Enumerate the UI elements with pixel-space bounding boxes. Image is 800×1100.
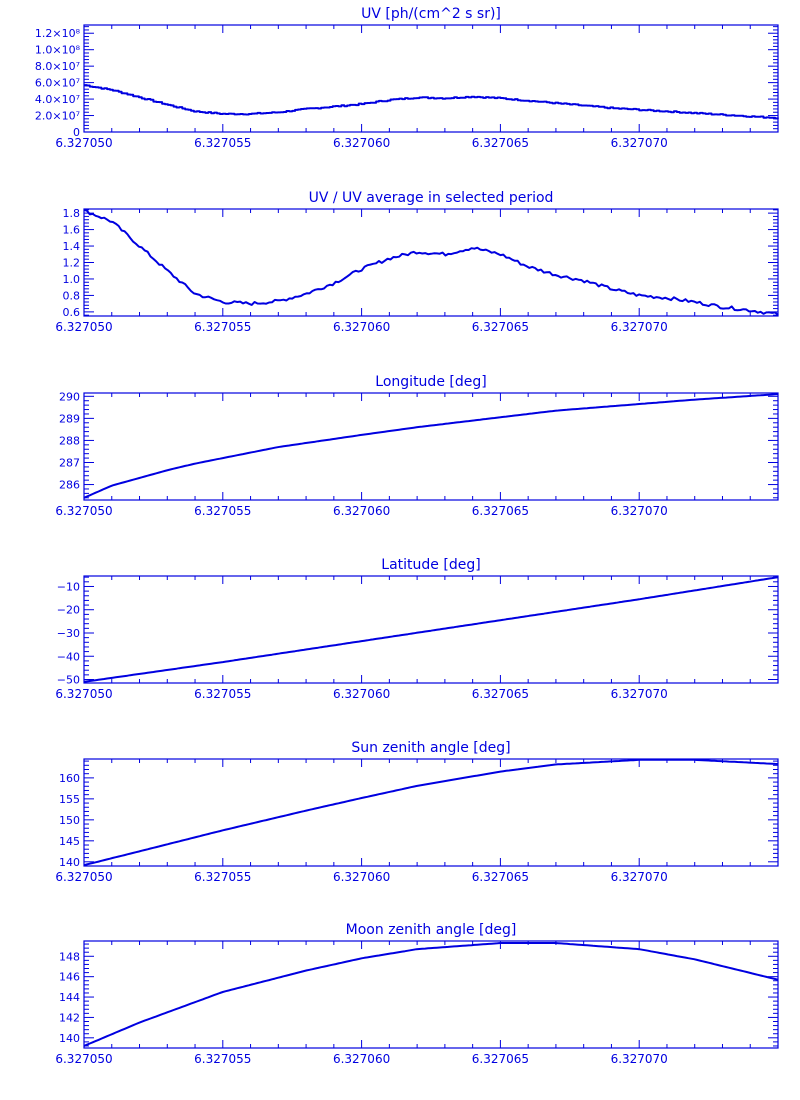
chart-title: Moon zenith angle [deg] xyxy=(346,922,517,938)
x-tick-label: 6.327060 xyxy=(333,136,390,150)
x-tick-label: 6.327055 xyxy=(194,504,251,518)
series-line xyxy=(83,942,779,1047)
x-tick-label: 6.327055 xyxy=(194,687,251,701)
y-tick-label: 144 xyxy=(59,991,80,1004)
x-tick-label: 6.327065 xyxy=(472,1052,529,1066)
y-tick-label: 150 xyxy=(59,814,80,827)
y-tick-label: 142 xyxy=(59,1011,80,1024)
y-tick-label: 1.8 xyxy=(63,207,81,220)
x-tick-label: 6.327070 xyxy=(611,1052,668,1066)
y-tick-label: 0 xyxy=(73,126,80,139)
y-tick-label: 289 xyxy=(59,412,80,425)
chart-title: Sun zenith angle [deg] xyxy=(351,740,510,756)
y-tick-label: 1.0 xyxy=(63,273,81,286)
y-tick-label: 8.0×10⁷ xyxy=(35,60,80,73)
panel-2: UV / UV average in selected period 6.3270… xyxy=(55,190,779,334)
panel-1: UV [ph/(cm^2 s sr)] 6.327050 6.327055 6.327… xyxy=(35,6,779,150)
y-tick-label: 0.8 xyxy=(63,289,81,302)
plot-frame xyxy=(83,24,779,133)
y-tick-label: 1.4 xyxy=(63,240,81,253)
series-line xyxy=(84,84,779,120)
x-tick-label: 6.327050 xyxy=(55,870,112,884)
chart-title: UV / UV average in selected period xyxy=(309,190,554,206)
x-tick-label: 6.327070 xyxy=(611,136,668,150)
x-tick-label: 6.327060 xyxy=(333,1052,390,1066)
x-tick-label: 6.327060 xyxy=(333,687,390,701)
panel-6: Moon zenith angle [deg] 6.327050 6.327055 6… xyxy=(55,922,779,1066)
series-line xyxy=(83,758,779,867)
plot-frame xyxy=(83,940,779,1049)
chart-title: Latitude [deg] xyxy=(381,557,480,573)
y-tick-label: 287 xyxy=(59,456,80,469)
plot-frame xyxy=(83,575,779,684)
x-tick-label: 6.327070 xyxy=(611,320,668,334)
x-tick-label: 6.327065 xyxy=(472,504,529,518)
y-tick-label: 145 xyxy=(59,835,80,848)
series-line xyxy=(83,208,779,316)
y-tick-label: 1.2 xyxy=(63,257,81,270)
chart-title: Longitude [deg] xyxy=(375,374,486,390)
y-tick-label: 155 xyxy=(59,793,80,806)
x-tick-label: 6.327050 xyxy=(55,504,112,518)
chart-title: UV [ph/(cm^2 s sr)] xyxy=(361,6,501,22)
panel-3: Longitude [deg] 6.327050 6.327055 6.327060 6… xyxy=(55,374,779,518)
x-tick-label: 6.327070 xyxy=(611,870,668,884)
y-tick-label: 1.0×10⁸ xyxy=(35,44,81,57)
series-line xyxy=(83,576,779,683)
y-tick-label: 288 xyxy=(59,434,80,447)
y-tick-label: −40 xyxy=(57,650,80,663)
y-tick-label: 1.2×10⁸ xyxy=(35,27,81,40)
y-tick-label: 286 xyxy=(59,479,80,492)
x-tick-label: 6.327065 xyxy=(472,870,529,884)
panel-4: Latitude [deg] 6.327050 6.327055 6.327060 6.… xyxy=(55,557,779,701)
y-tick-label: −30 xyxy=(57,627,80,640)
panel-5: Sun zenith angle [deg] 6.327050 6.327055 6.… xyxy=(55,740,779,884)
x-tick-label: 6.327065 xyxy=(472,136,529,150)
y-tick-label: 1.6 xyxy=(63,224,81,237)
x-tick-label: 6.327055 xyxy=(194,136,251,150)
y-tick-label: 290 xyxy=(59,390,80,403)
plot-frame xyxy=(83,758,779,867)
y-tick-label: 148 xyxy=(59,950,80,963)
y-tick-label: 2.0×10⁷ xyxy=(35,110,80,123)
x-tick-label: 6.327070 xyxy=(611,504,668,518)
series-line xyxy=(83,393,779,499)
plot-frame xyxy=(83,208,779,317)
y-tick-label: 0.6 xyxy=(63,306,81,319)
y-tick-label: 146 xyxy=(59,971,80,984)
x-tick-label: 6.327050 xyxy=(55,136,112,150)
x-tick-label: 6.327050 xyxy=(55,687,112,701)
y-tick-label: 6.0×10⁷ xyxy=(35,77,80,90)
x-tick-label: 6.327070 xyxy=(611,687,668,701)
x-tick-label: 6.327060 xyxy=(333,870,390,884)
y-tick-label: 4.0×10⁷ xyxy=(35,93,80,106)
x-tick-label: 6.327055 xyxy=(194,320,251,334)
x-tick-label: 6.327065 xyxy=(472,320,529,334)
x-tick-label: 6.327055 xyxy=(194,1052,251,1066)
y-tick-label: −20 xyxy=(57,604,80,617)
y-tick-label: −10 xyxy=(57,580,80,593)
y-tick-label: 140 xyxy=(59,1032,80,1045)
plot-frame xyxy=(83,392,779,501)
x-tick-label: 6.327065 xyxy=(472,687,529,701)
x-tick-label: 6.327050 xyxy=(55,1052,112,1066)
x-tick-label: 6.327050 xyxy=(55,320,112,334)
y-tick-label: 160 xyxy=(59,772,80,785)
x-tick-label: 6.327060 xyxy=(333,504,390,518)
x-tick-label: 6.327055 xyxy=(194,870,251,884)
y-tick-label: −50 xyxy=(57,674,80,687)
y-tick-label: 140 xyxy=(59,856,80,869)
x-tick-label: 6.327060 xyxy=(333,320,390,334)
